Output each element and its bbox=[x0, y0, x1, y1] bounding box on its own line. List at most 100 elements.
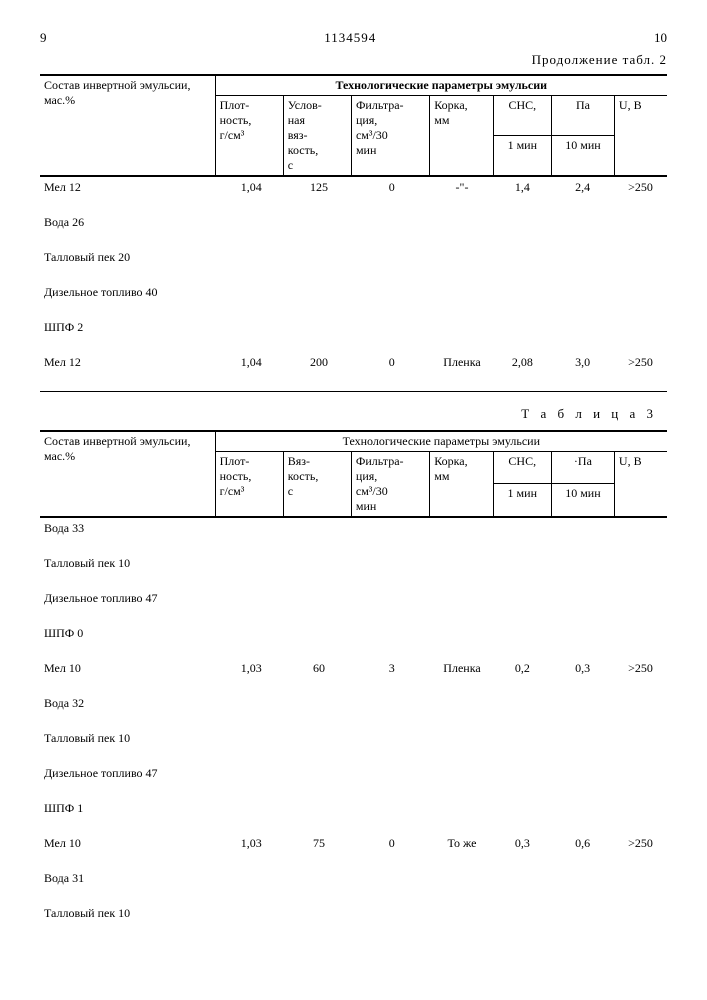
value-cell: 1,03 bbox=[217, 833, 285, 854]
t3-h-filt: Фильтра-ция,см³/30мин bbox=[351, 452, 429, 518]
value-cell bbox=[551, 247, 614, 268]
value-cell: 0,3 bbox=[493, 833, 551, 854]
value-cell bbox=[431, 693, 494, 714]
table-row: ШПФ 1 bbox=[40, 798, 667, 819]
comp-cell: Мел 10 bbox=[40, 658, 217, 679]
value-cell: 1,03 bbox=[217, 658, 285, 679]
value-cell bbox=[551, 518, 614, 539]
value-cell: >250 bbox=[614, 658, 667, 679]
table-row: ШПФ 0 bbox=[40, 623, 667, 644]
value-cell bbox=[614, 553, 667, 574]
value-cell bbox=[285, 553, 353, 574]
doc-number: 1134594 bbox=[324, 30, 376, 46]
value-cell bbox=[285, 212, 353, 233]
value-cell: 2,4 bbox=[551, 177, 614, 198]
t2-h-snc: СНС, bbox=[493, 96, 551, 136]
value-cell bbox=[217, 623, 285, 644]
value-cell bbox=[285, 763, 353, 784]
value-cell bbox=[493, 693, 551, 714]
value-cell bbox=[614, 728, 667, 749]
t3-h-visc: Вяз-кость,с bbox=[283, 452, 351, 518]
value-cell bbox=[285, 282, 353, 303]
value-cell: Пленка bbox=[431, 352, 494, 373]
value-cell bbox=[493, 317, 551, 338]
value-cell bbox=[353, 588, 431, 609]
table-row: Мел 121,041250-"-1,42,4>250 bbox=[40, 177, 667, 198]
comp-cell: ШПФ 2 bbox=[40, 317, 217, 338]
value-cell: -"- bbox=[431, 177, 494, 198]
value-cell: 1,04 bbox=[217, 177, 285, 198]
value-cell bbox=[217, 693, 285, 714]
table-row: Вода 32 bbox=[40, 693, 667, 714]
value-cell bbox=[614, 247, 667, 268]
comp-cell: Дизельное топливо 47 bbox=[40, 588, 217, 609]
value-cell: 0,2 bbox=[493, 658, 551, 679]
value-cell: >250 bbox=[614, 177, 667, 198]
value-cell bbox=[551, 868, 614, 889]
value-cell bbox=[551, 903, 614, 924]
value-cell bbox=[493, 728, 551, 749]
t3-h-korka: Корка,мм bbox=[430, 452, 493, 518]
value-cell bbox=[431, 553, 494, 574]
value-cell bbox=[493, 553, 551, 574]
value-cell: 75 bbox=[285, 833, 353, 854]
value-cell bbox=[431, 317, 494, 338]
value-cell bbox=[493, 247, 551, 268]
value-cell bbox=[431, 588, 494, 609]
value-cell bbox=[285, 798, 353, 819]
table-row: Талловый пек 10 bbox=[40, 553, 667, 574]
value-cell bbox=[285, 247, 353, 268]
value-cell bbox=[431, 868, 494, 889]
comp-cell: Вода 32 bbox=[40, 693, 217, 714]
value-cell bbox=[493, 798, 551, 819]
t3-h-pa: ·Па bbox=[551, 452, 614, 484]
comp-cell: Вода 33 bbox=[40, 518, 217, 539]
value-cell bbox=[285, 728, 353, 749]
value-cell bbox=[285, 623, 353, 644]
value-cell bbox=[217, 518, 285, 539]
t2-h-pa: Па bbox=[551, 96, 614, 136]
value-cell bbox=[353, 282, 431, 303]
value-cell: 0 bbox=[353, 352, 431, 373]
value-cell bbox=[614, 282, 667, 303]
value-cell: 125 bbox=[285, 177, 353, 198]
value-cell bbox=[285, 868, 353, 889]
comp-cell: Талловый пек 10 bbox=[40, 728, 217, 749]
value-cell bbox=[493, 623, 551, 644]
t2-h-10min: 10 мин bbox=[551, 135, 614, 176]
table2-header: Состав инвертной эмульсии, мас.% Техноло… bbox=[40, 74, 667, 177]
value-cell: >250 bbox=[614, 833, 667, 854]
value-cell bbox=[614, 588, 667, 609]
comp-cell: ШПФ 1 bbox=[40, 798, 217, 819]
value-cell bbox=[551, 553, 614, 574]
t2-h-filt: Фильтра-ция,см³/30мин bbox=[351, 96, 429, 177]
value-cell: То же bbox=[431, 833, 494, 854]
table-row: Вода 33 bbox=[40, 518, 667, 539]
t2-h-visc: Услов-наявяз-кость,с bbox=[283, 96, 351, 177]
table-row: Дизельное топливо 47 bbox=[40, 763, 667, 784]
value-cell bbox=[217, 247, 285, 268]
value-cell bbox=[431, 282, 494, 303]
value-cell bbox=[431, 212, 494, 233]
comp-cell: Талловый пек 10 bbox=[40, 903, 217, 924]
table-row: Вода 31 bbox=[40, 868, 667, 889]
table3-header: Состав инвертной эмульсии, мас.% Техноло… bbox=[40, 430, 667, 518]
value-cell: 1,04 bbox=[217, 352, 285, 373]
value-cell bbox=[614, 868, 667, 889]
value-cell bbox=[353, 518, 431, 539]
value-cell bbox=[493, 518, 551, 539]
value-cell bbox=[551, 588, 614, 609]
value-cell bbox=[217, 212, 285, 233]
value-cell bbox=[217, 553, 285, 574]
value-cell bbox=[353, 798, 431, 819]
comp-cell: Вода 31 bbox=[40, 868, 217, 889]
table-row: Талловый пек 10 bbox=[40, 903, 667, 924]
t3-h-1min: 1 мин bbox=[493, 484, 551, 517]
value-cell bbox=[217, 588, 285, 609]
t2-h-1min: 1 мин bbox=[493, 135, 551, 176]
value-cell bbox=[614, 763, 667, 784]
t2-group-label: Технологические параметры эмульсии bbox=[215, 75, 667, 96]
value-cell bbox=[431, 728, 494, 749]
value-cell bbox=[353, 693, 431, 714]
value-cell bbox=[217, 317, 285, 338]
